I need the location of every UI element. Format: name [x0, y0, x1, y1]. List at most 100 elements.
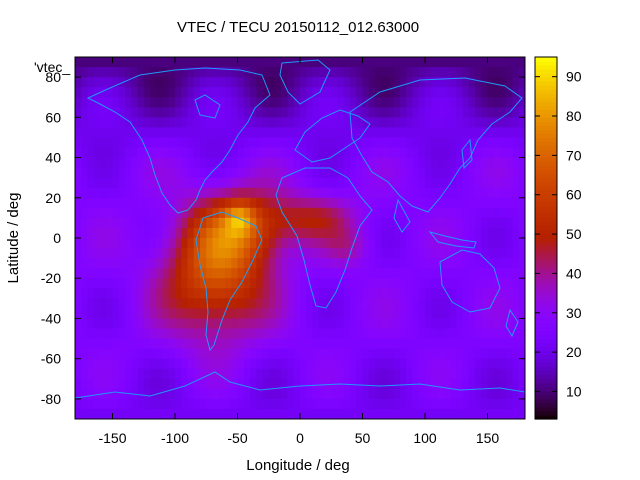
heatmap-cell — [325, 97, 332, 108]
heatmap-cell — [112, 67, 120, 78]
heatmap-cell — [212, 227, 220, 239]
heatmap-cell — [175, 57, 182, 68]
heatmap-cell — [375, 388, 382, 400]
heatmap-cell — [306, 288, 313, 299]
heatmap-cell — [225, 348, 232, 360]
heatmap-cell — [506, 408, 513, 419]
heatmap-cell — [418, 157, 426, 169]
heatmap-cell — [212, 217, 220, 229]
heatmap-cell — [443, 398, 451, 410]
heatmap-cell — [225, 308, 232, 319]
heatmap-cell — [487, 328, 495, 340]
heatmap-cell — [325, 368, 332, 380]
heatmap-cell — [431, 348, 438, 360]
heatmap-cell — [437, 248, 445, 259]
heatmap-cell — [106, 348, 113, 360]
heatmap-cell — [456, 167, 463, 179]
heatmap-cell — [400, 378, 407, 390]
heatmap-cell — [237, 378, 245, 390]
heatmap-cell — [406, 398, 413, 410]
colorbar-band — [535, 101, 557, 106]
heatmap-cell — [143, 308, 151, 319]
heatmap-cell — [368, 338, 376, 350]
heatmap-cell — [150, 177, 157, 189]
heatmap-cell — [318, 408, 326, 419]
heatmap-cell — [93, 217, 101, 229]
heatmap-cell — [475, 217, 482, 229]
heatmap-cell — [293, 147, 301, 159]
heatmap-cell — [106, 97, 113, 108]
heatmap-cell — [343, 57, 351, 68]
heatmap-cell — [100, 378, 107, 390]
colorbar-band — [535, 77, 557, 82]
heatmap-cell — [275, 107, 282, 118]
heatmap-cell — [325, 137, 332, 148]
heatmap-cell — [262, 107, 270, 118]
heatmap-cell — [137, 187, 145, 199]
heatmap-cell — [350, 87, 357, 98]
heatmap-cell — [106, 157, 113, 169]
heatmap-cell — [381, 258, 388, 269]
heatmap-cell — [100, 238, 107, 249]
heatmap-cell — [93, 398, 101, 410]
heatmap-cell — [181, 117, 188, 128]
heatmap-cell — [293, 268, 301, 279]
heatmap-cell — [281, 408, 288, 419]
heatmap-cell — [468, 167, 476, 179]
heatmap-cell — [487, 77, 495, 88]
heatmap-cell — [362, 358, 370, 370]
heatmap-cell — [493, 318, 501, 329]
heatmap-cell — [287, 77, 295, 88]
heatmap-cell — [143, 338, 151, 350]
heatmap-cell — [75, 137, 82, 148]
heatmap-cell — [181, 177, 188, 189]
heatmap-cell — [462, 77, 470, 88]
heatmap-cell — [387, 217, 395, 229]
heatmap-cell — [162, 207, 170, 219]
heatmap-cell — [243, 318, 251, 329]
heatmap-cell — [218, 57, 226, 68]
heatmap-cell — [406, 187, 413, 199]
heatmap-cell — [275, 238, 282, 249]
heatmap-cell — [443, 187, 451, 199]
heatmap-cell — [293, 177, 301, 189]
heatmap-cell — [218, 338, 226, 350]
heatmap-cell — [418, 258, 426, 269]
heatmap-cell — [381, 328, 388, 340]
heatmap-cell — [281, 167, 288, 179]
heatmap-cell — [387, 67, 395, 78]
heatmap-cell — [137, 298, 145, 309]
heatmap-cell — [131, 358, 138, 370]
heatmap-cell — [243, 187, 251, 199]
heatmap-cell — [381, 127, 388, 138]
heatmap-cell — [425, 258, 432, 269]
heatmap-cell — [100, 268, 107, 279]
heatmap-cell — [487, 298, 495, 309]
heatmap-cell — [500, 127, 507, 138]
heatmap-cell — [187, 57, 195, 68]
heatmap-cell — [131, 147, 138, 159]
heatmap-cell — [337, 137, 345, 148]
heatmap-cell — [356, 137, 363, 148]
colorbar-band — [535, 286, 557, 291]
heatmap-cell — [468, 258, 476, 269]
heatmap-cell — [368, 368, 376, 380]
heatmap-cell — [287, 117, 295, 128]
heatmap-cell — [112, 388, 120, 400]
heatmap-cell — [468, 217, 476, 229]
heatmap-cell — [312, 57, 320, 68]
heatmap-cell — [318, 187, 326, 199]
heatmap-cell — [256, 348, 263, 360]
heatmap-cell — [318, 268, 326, 279]
heatmap-cell — [318, 207, 326, 219]
heatmap-cell — [275, 378, 282, 390]
heatmap-cell — [456, 227, 463, 239]
heatmap-cell — [181, 338, 188, 350]
heatmap-cell — [75, 107, 82, 118]
heatmap-cell — [212, 77, 220, 88]
heatmap-cell — [331, 117, 338, 128]
heatmap-cell — [481, 117, 488, 128]
heatmap-cell — [143, 348, 151, 360]
heatmap-cell — [150, 368, 157, 380]
heatmap-cell — [87, 398, 95, 410]
